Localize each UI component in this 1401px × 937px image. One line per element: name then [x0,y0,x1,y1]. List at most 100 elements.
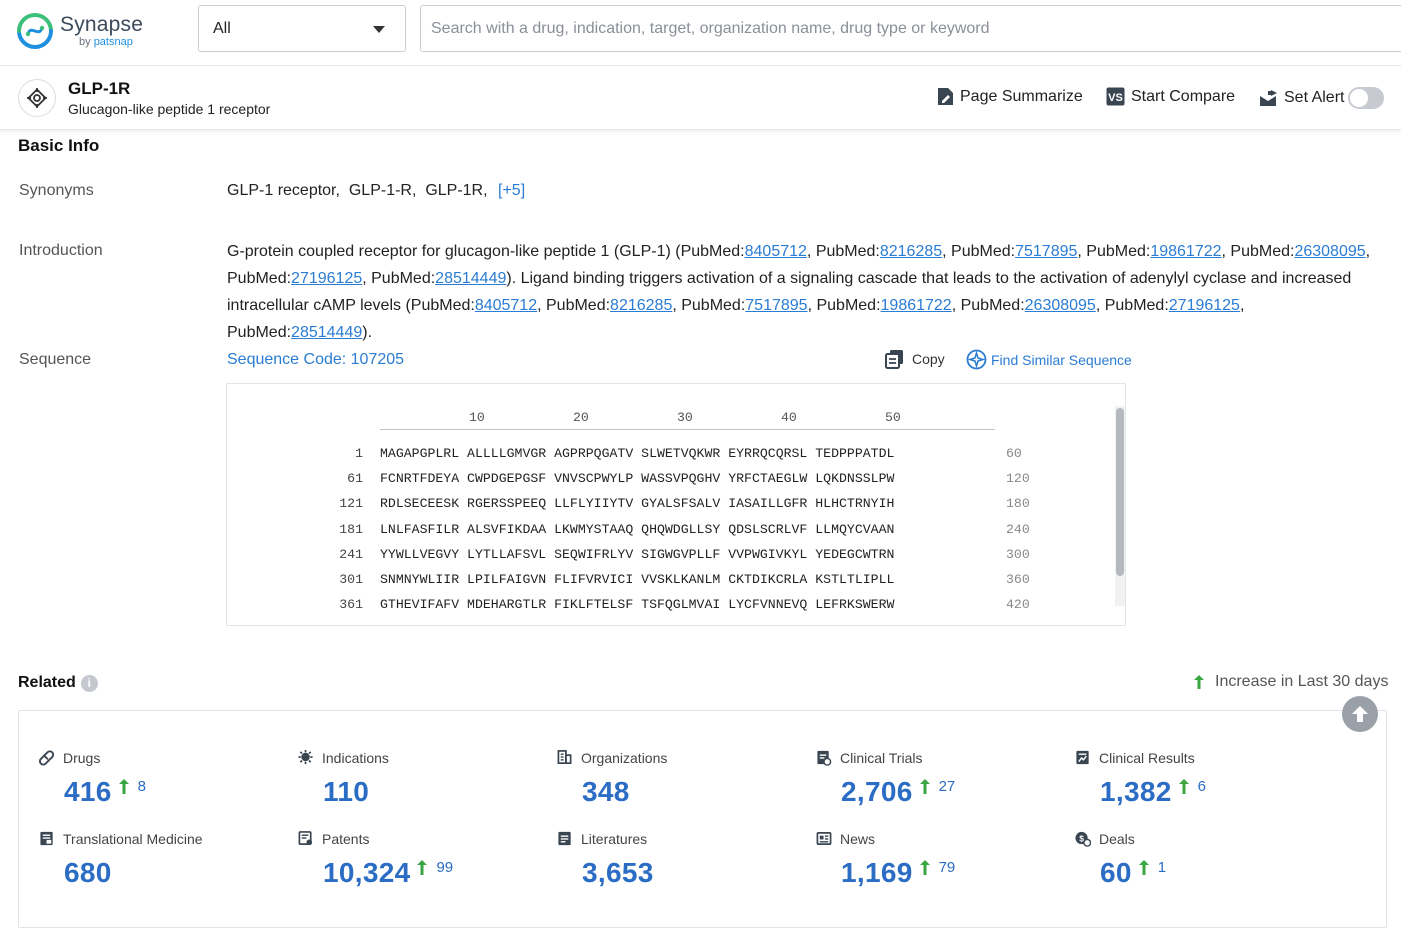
stat-increase-value: 27 [939,778,956,795]
related-stat-clinical-results[interactable]: Clinical Results1,3826 [1075,749,1325,808]
synonyms-more-link[interactable]: [+5] [498,182,525,199]
pubmed-link[interactable]: 7517895 [745,297,807,314]
pubmed-prefix: PubMed: [1086,243,1150,260]
stat-value[interactable]: 60 [1100,857,1132,889]
related-stat-news[interactable]: News1,16979 [816,830,1066,889]
ruler-tick: 20 [573,410,589,425]
related-stat-deals[interactable]: $Deals601 [1075,830,1325,889]
stat-value[interactable]: 3,653 [582,857,654,889]
synapse-logo[interactable]: Synapse by patsnap [16,12,143,50]
pubmed-link[interactable]: 7517895 [1015,243,1077,260]
pubmed-link[interactable]: 27196125 [1169,297,1240,314]
target-header: GLP-1R Glucagon-like peptide 1 receptor … [0,66,1401,130]
search-input[interactable] [420,5,1401,52]
sequence-row-start: 361 [227,597,363,622]
stat-value-row: 4168 [64,776,289,808]
search-scope-select[interactable]: All [198,5,406,52]
target-type-icon [18,79,56,117]
copy-sequence-button[interactable]: Copy [885,349,945,369]
synonyms-label: Synonyms [19,182,94,200]
document-edit-icon [937,87,954,106]
sequence-row-residues: GTHEVIFAFV MDEHARGTLR FIKLFTELSF TSFQGLM… [380,597,998,622]
sequence-row: 241YYWLLVEGVY LYTLLAFSVL SEQWIFRLYV SIGW… [227,547,1030,572]
stat-value-row: 680 [64,857,289,889]
stat-label-row: News [816,830,1066,847]
sequence-row: 181LNLFASFILR ALSVFIKDAA LKWMYSTAAQ QHQW… [227,522,1030,547]
scroll-to-top-button[interactable] [1342,696,1378,732]
search-scope-value: All [213,20,231,38]
pubmed-link[interactable]: 26308095 [1025,297,1096,314]
stat-value[interactable]: 2,706 [841,776,913,808]
pubmed-link[interactable]: 28514449 [291,324,362,341]
virus-icon [298,749,314,766]
pubmed-prefix: PubMed: [227,324,291,341]
stat-label: Deals [1099,831,1135,847]
sequence-row: 301SNMNYWLIIR LPILFAIGVN FLIFVRVICI VVSK… [227,572,1030,597]
stat-value[interactable]: 110 [323,776,369,808]
stat-value[interactable]: 416 [64,776,112,808]
stat-label-row: Clinical Trials [816,749,1066,766]
pubmed-link[interactable]: 8405712 [475,297,537,314]
sequence-row-residues: RDLSECEESK RGERSSPEEQ LLFLYIIYTV GYALSFS… [380,496,998,521]
pubmed-link[interactable]: 19861722 [1150,243,1221,260]
arrow-up-icon [416,859,428,876]
related-stat-indications[interactable]: Indications110 [298,749,548,808]
sequence-code-link[interactable]: Sequence Code: 107205 [227,351,404,369]
document-icon [39,830,55,847]
stat-value-row: 2,706 27 [841,776,1066,808]
info-icon[interactable]: i [81,675,98,692]
pubmed-link[interactable]: 27196125 [291,270,362,287]
stat-label: Drugs [63,750,100,766]
pubmed-link[interactable]: 8405712 [745,243,807,260]
sequence-row: 1MAGAPGPLRL ALLLLGMVGR AGPRPQGATV SLWETV… [227,446,1030,471]
sequence-ruler: 10 20 30 40 50 [380,406,995,430]
page-summarize-button[interactable]: Page Summarize [937,87,1083,106]
stat-value[interactable]: 1,382 [1100,776,1172,808]
stat-increase: 1 [1138,859,1166,876]
sequence-row-end: 420 [1006,597,1030,622]
sequence-row-end: 60 [1006,446,1022,471]
related-stat-drugs[interactable]: Drugs 4168 [39,749,289,808]
pubmed-link[interactable]: 28514449 [435,270,506,287]
start-compare-button[interactable]: VS Start Compare [1106,87,1235,106]
stat-value[interactable]: 348 [582,776,630,808]
alert-mail-icon [1259,90,1278,107]
set-alert-toggle[interactable] [1348,87,1384,109]
clipboard-icon [816,749,832,766]
sequence-row: 121 RDLSECEESK RGERSSPEEQ LLFLYIIYTV GYAL… [227,496,1030,521]
related-stat-clinical-trials[interactable]: Clinical Trials 2,706 27 [816,749,1066,808]
page-summarize-label: Page Summarize [960,88,1083,106]
stat-value[interactable]: 10,324 [323,857,410,889]
related-stat-translational-medicine[interactable]: Translational Medicine680 [39,830,289,889]
related-section-title: Related i [18,674,98,692]
sequence-viewer[interactable]: 10 20 30 40 50 1MAGAPGPLRL ALLLLGMVGR AG… [226,383,1126,626]
pubmed-link[interactable]: 26308095 [1294,243,1365,260]
stat-value-row: 1,3826 [1100,776,1325,808]
pubmed-link[interactable]: 19861722 [881,297,952,314]
related-stat-patents[interactable]: Patents10,32499 [298,830,548,889]
sequence-label: Sequence [19,351,91,369]
pubmed-link[interactable]: 8216285 [610,297,672,314]
sequence-row: 61FCNRTFDEYA CWPDGEPGSF VNVSCPWYLP WASSV… [227,471,1030,496]
ruler-tick: 30 [677,410,693,425]
stat-increase: 99 [416,859,453,876]
find-similar-sequence-button[interactable]: Find Similar Sequence [966,349,1132,370]
pubmed-link[interactable]: 8216285 [880,243,942,260]
related-stat-organizations[interactable]: Organizations348 [557,749,807,808]
intro-prefix: G-protein coupled receptor for glucagon-… [227,243,681,260]
sequence-row-residues: YYWLLVEGVY LYTLLAFSVL SEQWIFRLYV SIGWGVP… [380,547,998,572]
ruler-tick: 10 [469,410,485,425]
arrow-up-icon [919,778,931,795]
sequence-scrollbar-thumb[interactable] [1116,408,1124,576]
related-stat-literatures[interactable]: Literatures3,653 [557,830,807,889]
stat-label-row: Drugs [39,749,289,766]
find-similar-label: Find Similar Sequence [991,352,1132,368]
set-alert-control[interactable]: Set Alert [1259,87,1384,109]
sequence-row-start: 301 [227,572,363,597]
stat-value[interactable]: 1,169 [841,857,913,889]
pubmed-prefix: PubMed: [411,297,475,314]
target-name: GLP-1R [68,79,130,99]
increase-legend: Increase in Last 30 days [1193,673,1388,691]
stat-value[interactable]: 680 [64,857,112,889]
sequence-row-start: 121 [227,496,363,521]
